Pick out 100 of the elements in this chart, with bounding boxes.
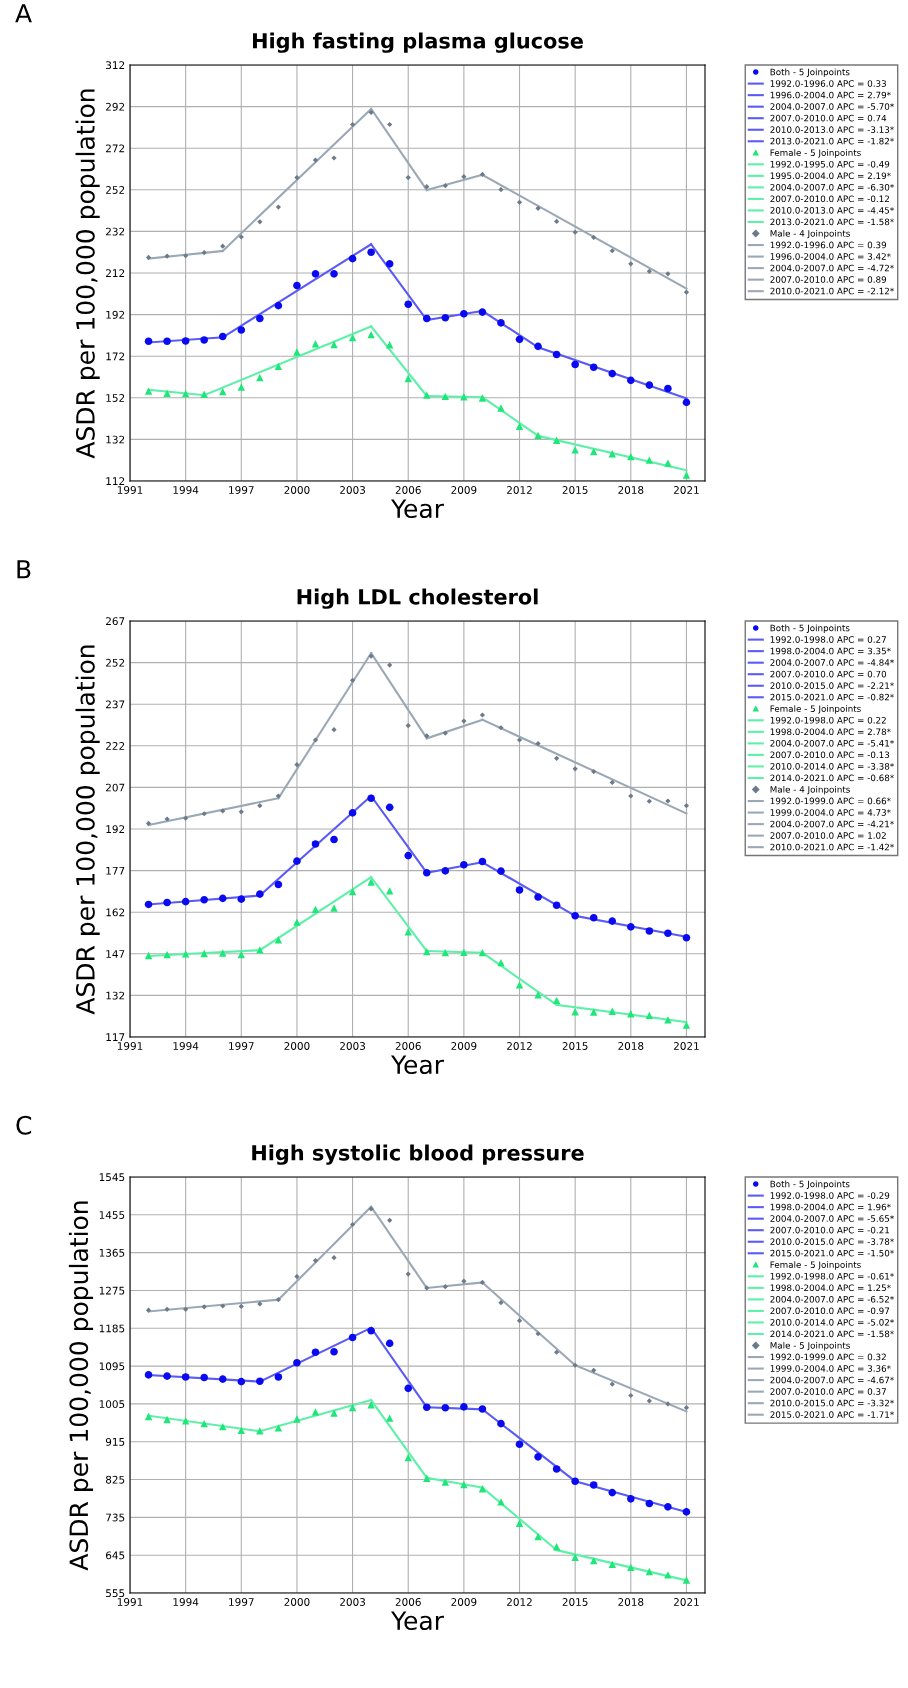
legend-label: Both - 5 Joinpoints (770, 1180, 850, 1189)
x-tick-label: 2015 (562, 486, 588, 494)
y-axis-title: ASDR per 100,000 population (75, 645, 100, 1015)
legend-label: Female - 5 Joinpoints (770, 149, 861, 158)
legend-label: Male - 5 Joinpoints (770, 1341, 850, 1351)
y-tick-label: 1365 (99, 1248, 125, 1257)
legend-label: 2010.0-2021.0 APC = -1.42* (770, 843, 894, 851)
y-tick-label: 1185 (99, 1324, 125, 1333)
x-tick-label: 2012 (507, 1042, 532, 1050)
legend-label: Both - 5 Joinpoints (770, 68, 850, 77)
y-tick-label: 292 (106, 102, 125, 111)
x-tick-label: 2009 (451, 486, 477, 494)
legend-label: 1995.0-2004.0 APC = 2.19* (770, 172, 891, 180)
x-tick-label: 1997 (229, 1042, 254, 1050)
legend-label: 2004.0-2007.0 APC = -4.84* (770, 659, 894, 666)
legend-label: 2013.0-2021.0 APC = -1.58* (770, 218, 894, 226)
legend-label: 2015.0-2021.0 APC = -1.71* (770, 1411, 894, 1418)
chart-title: High fasting plasma glucose (253, 32, 583, 53)
legend-label: 2007.0-2010.0 APC = -0.13 (770, 751, 890, 759)
y-tick-label: 172 (106, 352, 125, 361)
legend-label: 2010.0-2014.0 APC = -3.38* (770, 763, 894, 770)
x-axis-title: Year (390, 1611, 444, 1631)
legend-label: 2010.0-2015.0 APC = -2.21* (770, 682, 894, 689)
legend-label: 2004.0-2007.0 APC = -4.67* (770, 1376, 894, 1384)
legend-label: 1998.0-2004.0 APC = 2.78* (770, 728, 891, 736)
legend-label: 2007.0-2010.0 APC = 0.74 (770, 114, 887, 122)
x-tick-label: 2018 (618, 486, 644, 494)
x-tick-label: 1991 (117, 1042, 143, 1050)
legend-label: 2004.0-2007.0 APC = -6.52* (770, 1295, 894, 1303)
legend-label: 2004.0-2007.0 APC = -4.21* (770, 820, 894, 828)
x-tick-label: 1994 (173, 486, 199, 494)
y-tick-label: 147 (106, 950, 125, 958)
legend-label: 2013.0-2021.0 APC = -1.82* (770, 137, 894, 145)
y-tick-label: 162 (106, 908, 125, 917)
legend-label: 1992.0-1998.0 APC = -0.29 (770, 1192, 890, 1199)
y-tick-label: 267 (106, 617, 125, 626)
x-tick-label: 2018 (618, 1042, 644, 1050)
x-tick-label: 2006 (395, 486, 421, 494)
legend-label: 2014.0-2021.0 APC = -1.58* (770, 1330, 894, 1338)
legend-label: 2004.0-2007.0 APC = -5.65* (770, 1215, 894, 1222)
y-tick-label: 1095 (99, 1362, 125, 1371)
legend-label: 1992.0-1999.0 APC = 0.66* (770, 797, 891, 805)
legend-label: 1998.0-2004.0 APC = 3.35* (770, 647, 891, 655)
legend-label: Female - 5 Joinpoints (770, 705, 861, 714)
y-tick-label: 117 (106, 1033, 125, 1041)
x-tick-label: 2000 (284, 1598, 310, 1606)
x-tick-label: 2009 (451, 1042, 477, 1050)
x-axis-title: Year (390, 1055, 444, 1075)
legend-label: 1998.0-2004.0 APC = 1.25* (770, 1284, 891, 1292)
legend-label: 1992.0-1996.0 APC = 0.33 (770, 80, 886, 87)
legend-label: Male - 4 Joinpoints (770, 785, 850, 795)
y-tick-label: 272 (106, 144, 125, 153)
x-tick-label: 2009 (451, 1598, 477, 1606)
y-tick-label: 1455 (99, 1211, 125, 1219)
y-tick-label: 825 (105, 1475, 125, 1484)
legend-label: 2010.0-2015.0 APC = -3.32* (770, 1399, 894, 1407)
y-tick-label: 312 (106, 61, 125, 70)
legend-label: 2007.0-2010.0 APC = 0.37 (770, 1388, 886, 1395)
text: B (17, 560, 31, 579)
y-axis-title: ASDR per 100,000 population (68, 1201, 94, 1571)
x-tick-label: 2003 (340, 1042, 365, 1050)
legend-label: 2007.0-2010.0 APC = -0.97 (770, 1307, 890, 1315)
legend-label: 2007.0-2010.0 APC = -0.21 (770, 1226, 890, 1234)
legend-label: 2004.0-2007.0 APC = -4.72* (770, 264, 894, 272)
legend-label: 1996.0-2004.0 APC = 2.79* (770, 91, 891, 99)
y-tick-label: 252 (106, 186, 125, 194)
legend-label: 1992.0-1999.0 APC = 0.32 (770, 1353, 886, 1361)
legend-label: 2010.0-2015.0 APC = -3.78* (770, 1238, 894, 1245)
legend-label: 2007.0-2010.0 APC = 1.02 (770, 832, 886, 839)
legend-label: 1999.0-2004.0 APC = 3.36* (770, 1365, 891, 1372)
y-tick-label: 132 (106, 435, 125, 444)
x-tick-label: 2000 (284, 1042, 310, 1050)
legend-label: 1992.0-1996.0 APC = 0.39 (770, 241, 887, 249)
x-tick-label: 2012 (507, 486, 532, 494)
legend-label: 1992.0-1995.0 APC = -0.49 (770, 160, 890, 168)
x-tick-label: 2006 (395, 1042, 421, 1050)
legend-label: 2007.0-2010.0 APC = 0.70 (770, 670, 887, 678)
y-tick-label: 645 (105, 1551, 125, 1560)
y-tick-label: 132 (106, 991, 125, 1000)
x-tick-label: 2021 (673, 486, 699, 494)
legend-label: 2010.0-2014.0 APC = -5.02* (770, 1319, 894, 1326)
y-tick-label: 112 (106, 477, 125, 485)
x-tick-label: 2000 (284, 486, 310, 494)
x-tick-label: 2018 (618, 1598, 644, 1606)
legend-label: Female - 5 Joinpoints (770, 1261, 861, 1270)
y-tick-label: 192 (106, 310, 125, 319)
legend-label: Male - 4 Joinpoints (770, 229, 850, 239)
x-tick-label: 1994 (173, 1042, 199, 1050)
y-tick-label: 555 (106, 1589, 125, 1598)
x-tick-label: 1991 (117, 486, 143, 494)
y-tick-label: 915 (105, 1437, 125, 1446)
y-tick-label: 1545 (99, 1173, 125, 1182)
y-tick-label: 232 (106, 227, 125, 236)
legend-label: 2010.0-2021.0 APC = -2.12* (770, 287, 894, 295)
x-tick-label: 2003 (340, 486, 365, 494)
x-tick-label: 2021 (673, 1598, 699, 1606)
y-tick-label: 207 (106, 783, 125, 792)
legend-label: 1996.0-2004.0 APC = 3.42* (770, 253, 891, 260)
y-tick-label: 1275 (99, 1286, 125, 1295)
legend-label: 2004.0-2007.0 APC = -6.30* (770, 183, 894, 191)
